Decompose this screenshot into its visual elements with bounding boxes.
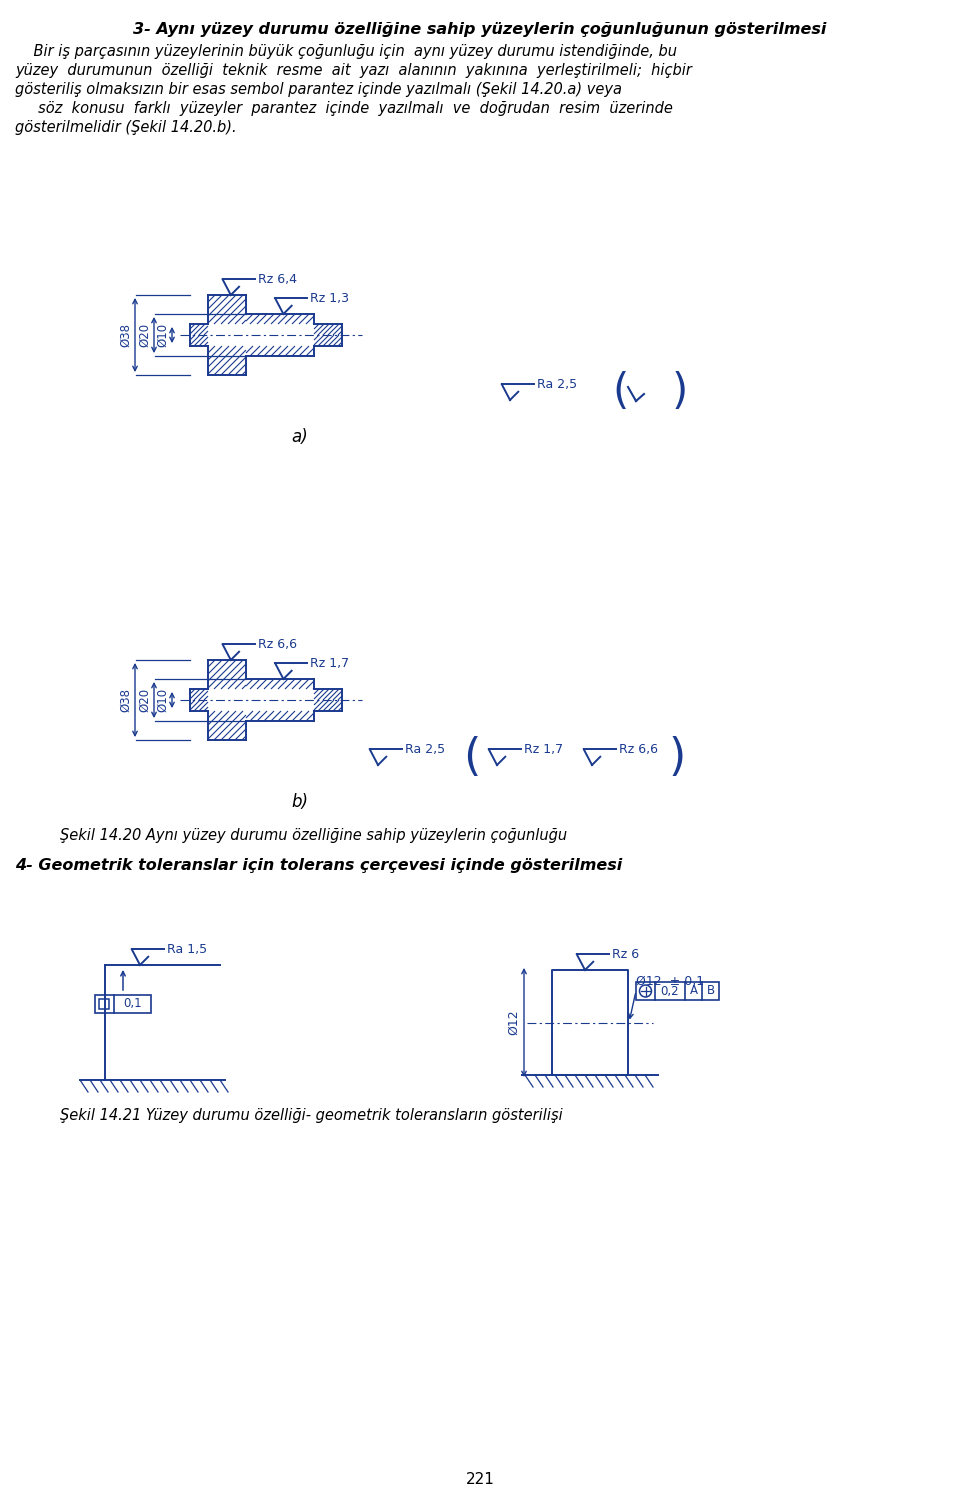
Bar: [636, 982, 719, 1000]
Text: Bir iş parçasının yüzeylerinin büyük çoğunluğu için  aynı yüzey durumu istendiği: Bir iş parçasının yüzeylerinin büyük çoğ…: [15, 44, 677, 59]
Bar: [95, 994, 151, 1012]
Text: Şekil 14.21 Yüzey durumu özelliği- geometrik toleransların gösterilişi: Şekil 14.21 Yüzey durumu özelliği- geome…: [60, 1108, 563, 1123]
Text: 3- Aynı yüzey durumu özelliğine sahip yüzeylerin çoğunluğunun gösterilmesi: 3- Aynı yüzey durumu özelliğine sahip yü…: [133, 23, 827, 38]
Text: gösterilmelidir (Şekil 14.20.b).: gösterilmelidir (Şekil 14.20.b).: [15, 120, 236, 135]
Text: Ra 1,5: Ra 1,5: [167, 943, 207, 955]
Text: Ø10: Ø10: [156, 688, 169, 712]
Text: gösteriliş olmaksızın bir esas sembol parantez içinde yazılmalı (Şekil 14.20.a) : gösteriliş olmaksızın bir esas sembol pa…: [15, 83, 622, 98]
Text: (: (: [612, 371, 628, 413]
Text: Rz 1,7: Rz 1,7: [310, 656, 349, 670]
Text: 221: 221: [466, 1472, 494, 1487]
Text: Rz 6,6: Rz 6,6: [619, 743, 658, 756]
Bar: [99, 999, 109, 1009]
Text: a): a): [292, 428, 308, 446]
Text: Rz 1,3: Rz 1,3: [310, 291, 349, 305]
Text: Ra 2,5: Ra 2,5: [405, 743, 445, 756]
Text: ): ): [668, 736, 685, 778]
Text: Ø10: Ø10: [156, 323, 169, 347]
Text: b): b): [292, 793, 308, 811]
Text: Ø12  ± 0,1: Ø12 ± 0,1: [636, 975, 704, 988]
Text: Ra 2,5: Ra 2,5: [537, 377, 577, 391]
Text: Ø38: Ø38: [119, 688, 132, 712]
Text: söz  konusu  farklı  yüzeyler  parantez  içinde  yazılmalı  ve  doğrudan  resim : söz konusu farklı yüzeyler parantez için…: [15, 101, 673, 116]
Text: 0,2: 0,2: [660, 984, 680, 997]
Text: Şekil 14.20 Aynı yüzey durumu özelliğine sahip yüzeylerin çoğunluğu: Şekil 14.20 Aynı yüzey durumu özelliğine…: [60, 828, 567, 843]
Text: 0,1: 0,1: [123, 997, 142, 1011]
Text: (: (: [464, 736, 481, 778]
Text: A: A: [689, 984, 698, 997]
Text: Ø20: Ø20: [138, 323, 151, 347]
Text: Ø12: Ø12: [507, 1009, 520, 1035]
Text: 4- Geometrik toleranslar için tolerans çerçevesi içinde gösterilmesi: 4- Geometrik toleranslar için tolerans ç…: [15, 858, 622, 873]
Text: Ø38: Ø38: [119, 323, 132, 347]
Text: Ø20: Ø20: [138, 688, 151, 712]
Text: Rz 6,6: Rz 6,6: [258, 638, 297, 650]
Text: yüzey  durumunun  özelliği  teknik  resme  ait  yazı  alanının  yakınına  yerleş: yüzey durumunun özelliği teknik resme ai…: [15, 63, 692, 78]
Text: Rz 1,7: Rz 1,7: [524, 743, 564, 756]
Text: ): ): [672, 371, 688, 413]
Text: Rz 6: Rz 6: [612, 948, 639, 961]
Text: B: B: [707, 984, 714, 997]
Text: Rz 6,4: Rz 6,4: [258, 273, 297, 285]
